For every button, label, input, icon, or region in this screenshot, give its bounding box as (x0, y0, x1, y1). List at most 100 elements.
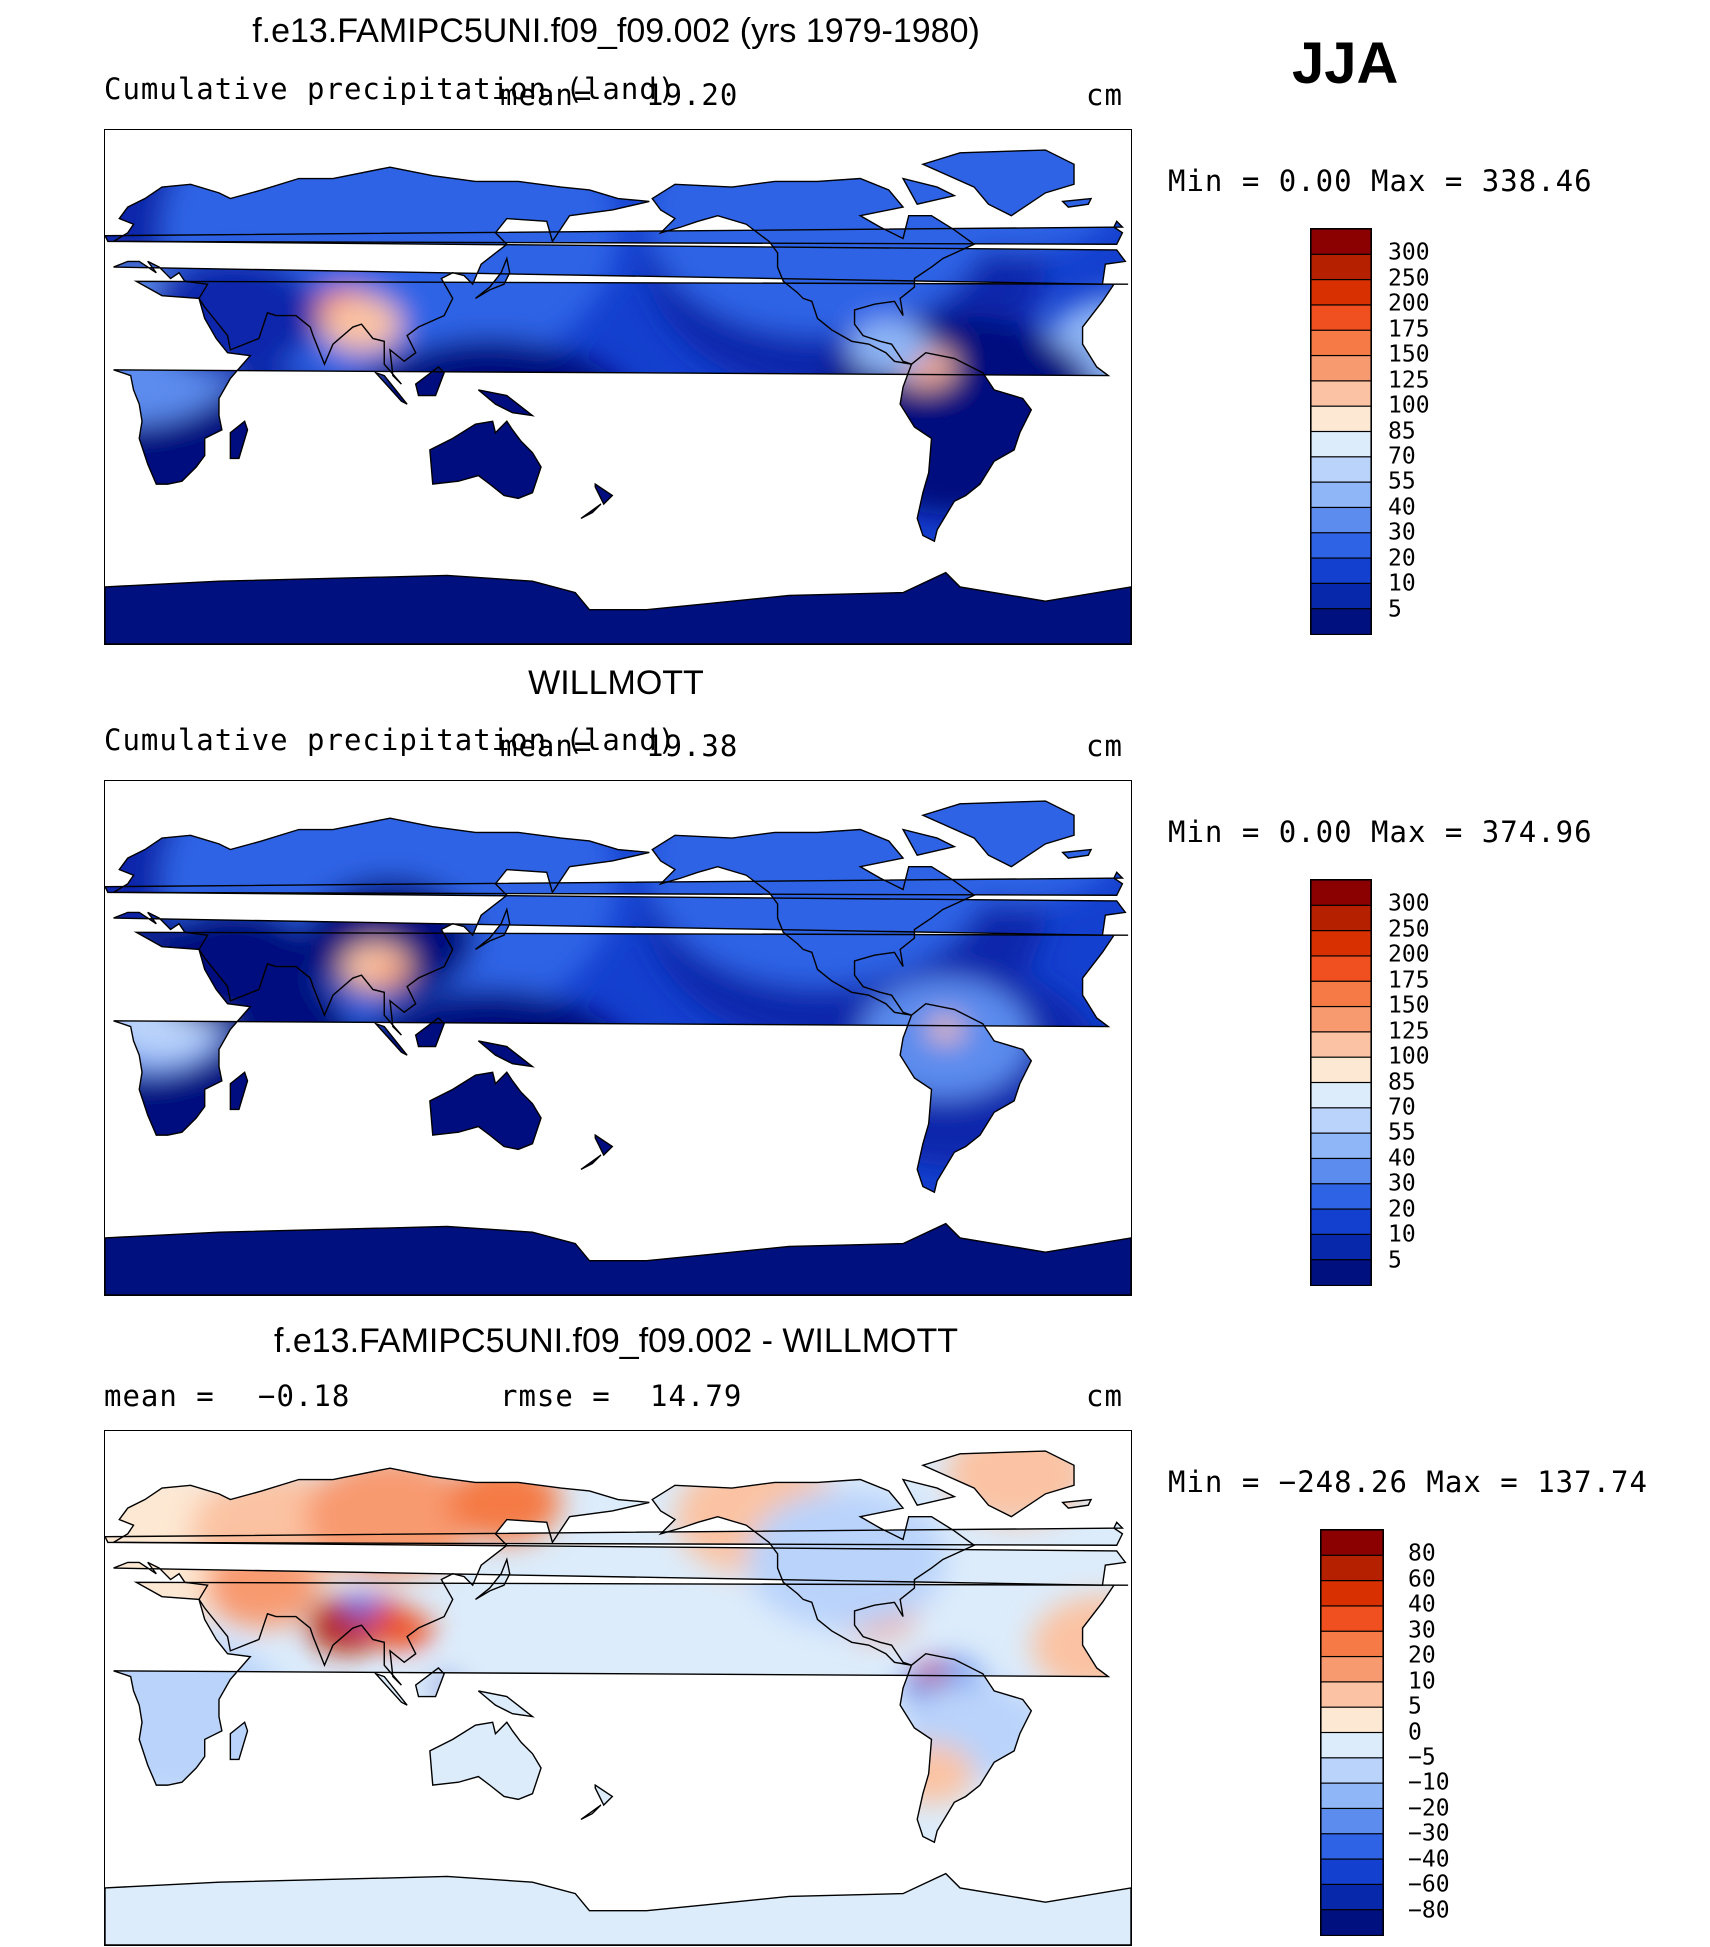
colorbar-swatch (1311, 1005, 1371, 1033)
coastline-newguinea (477, 389, 535, 417)
coastline-madagascar (229, 420, 249, 460)
colorbar-swatch (1321, 1706, 1383, 1734)
colorbar-tick-label: −80 (1408, 1897, 1450, 1924)
coastline-iceland (1061, 1498, 1093, 1509)
panel-left-label-model: Cumulative precipitation (land) (104, 72, 677, 106)
minmax-diff: Min = −248.26 Max = 137.74 (1168, 1465, 1648, 1499)
coastline-nz (594, 1783, 614, 1807)
colorbar-tick-label: 10 (1388, 1221, 1416, 1248)
coastline-baffin (901, 1478, 957, 1507)
coastline-africa (113, 1581, 1129, 1786)
colorbar-tick-label: 40 (1388, 1145, 1416, 1172)
coastline-borneo (414, 366, 445, 397)
panel-units-diff: cm (1086, 1379, 1123, 1413)
colorbar-swatch (1321, 1605, 1383, 1633)
colorbar-tick-label: 175 (1388, 316, 1430, 343)
coastline-newguinea (477, 1040, 535, 1068)
map-panel-diff (104, 1430, 1132, 1946)
coastline-nz2 (580, 503, 602, 520)
panel-mean-value-obs: 19.38 (646, 729, 739, 763)
colorbar-tick-label: 60 (1408, 1566, 1436, 1593)
colorbar-tick-label: 30 (1388, 519, 1416, 546)
map-svg-diff (105, 1450, 1131, 1945)
land-field (105, 801, 1129, 1193)
coastline-japan (475, 256, 511, 300)
colorbar-tick-label: 20 (1408, 1642, 1436, 1669)
colorbar-swatch (1311, 955, 1371, 983)
colorbar-swatch (1311, 354, 1371, 382)
coastline-samerica (899, 1652, 1033, 1844)
coastline-baffin (901, 177, 957, 206)
coastline-africa (113, 280, 1129, 485)
panel-mean-value-model: 19.20 (646, 78, 739, 112)
panel-mean-label-obs: mean= (500, 729, 593, 763)
colorbar-swatch (1311, 253, 1371, 281)
colorbar-swatch (1321, 1858, 1383, 1886)
colorbar-swatch (1321, 1630, 1383, 1658)
colorbar-ticks-model: 300 250 200 175 150 125 100 85 70 55 40 30 20 10 5 (1388, 228, 1468, 635)
panel-mean-value-diff: −0.18 (258, 1379, 351, 1413)
coastline-iceland (1061, 197, 1093, 208)
colorbar-obs (1310, 879, 1372, 1286)
coastline-africa (113, 931, 1129, 1136)
colorbar-swatch (1311, 1259, 1371, 1285)
colorbar-tick-label: 55 (1388, 1119, 1416, 1146)
panel-left-label-obs: Cumulative precipitation (land) (104, 723, 677, 757)
colorbar-tick-label: 40 (1408, 1591, 1436, 1618)
colorbar-tick-label: −60 (1408, 1871, 1450, 1898)
colorbar-swatch (1311, 430, 1371, 458)
colorbar-swatch (1311, 880, 1371, 907)
colorbar-tick-label: 5 (1388, 596, 1402, 623)
colorbar-tick-label: 30 (1388, 1170, 1416, 1197)
colorbar-tick-label: 200 (1388, 290, 1430, 317)
colorbar-swatch (1311, 1107, 1371, 1135)
coastline-australia (429, 1721, 542, 1801)
colorbar-swatch (1321, 1909, 1383, 1935)
panel-mean-label-model: mean= (500, 78, 593, 112)
coastline-uk (105, 220, 1125, 245)
minmax-model: Min = 0.00 Max = 338.46 (1168, 164, 1593, 198)
coastline-japan (475, 907, 511, 951)
colorbar-ticks-diff: 80 60 40 30 20 10 5 0 −5 −10 −20 −30 −40 −60 −80 (1408, 1529, 1488, 1936)
colorbar-tick-label: 55 (1388, 468, 1416, 495)
colorbar-tick-label: 0 (1408, 1719, 1422, 1745)
colorbar-tick-label: 100 (1388, 392, 1430, 419)
colorbar-tick-label: 10 (1388, 570, 1416, 597)
colorbar-swatch (1311, 329, 1371, 357)
colorbar-swatch (1321, 1782, 1383, 1810)
coastline-namerica (651, 1478, 976, 1666)
land-field (105, 150, 1129, 542)
coastline-madagascar (229, 1071, 249, 1111)
colorbar-tick-label: 125 (1388, 1018, 1430, 1045)
land-field (105, 1451, 1129, 1843)
colorbar-swatch (1321, 1554, 1383, 1582)
colorbar-tick-label: 70 (1388, 443, 1416, 470)
colorbar-svg-model (1311, 229, 1371, 634)
coastline-borneo (414, 1017, 445, 1048)
coastline-eurasia (111, 1467, 1127, 1686)
colorbar-swatch (1321, 1530, 1383, 1557)
colorbar-tick-label: 20 (1388, 1196, 1416, 1223)
coastline-uk (105, 871, 1125, 896)
antarctica-field (105, 1873, 1131, 1945)
colorbar-swatch (1311, 380, 1371, 408)
coastline-sumatra (373, 371, 408, 405)
coastline-iceland (1061, 848, 1093, 859)
colorbar-swatch (1311, 1208, 1371, 1236)
colorbar-tick-label: −5 (1408, 1744, 1436, 1771)
coastline-eurasia (111, 166, 1127, 385)
colorbar-tick-label: 250 (1388, 265, 1430, 292)
colorbar-tick-label: 300 (1388, 890, 1430, 917)
antarctica-field (105, 1223, 1131, 1295)
colorbar-tick-label: 100 (1388, 1043, 1430, 1070)
minmax-obs: Min = 0.00 Max = 374.96 (1168, 815, 1593, 849)
colorbar-swatch (1311, 1157, 1371, 1185)
coastline-japan (475, 1557, 511, 1601)
colorbar-tick-label: 150 (1388, 341, 1430, 368)
colorbar-swatch (1311, 582, 1371, 610)
panel-title-model: f.e13.FAMIPC5UNI.f09_f09.002 (yrs 1979-1… (252, 12, 980, 50)
coastline-antarctica (105, 1222, 1131, 1295)
coastline-sumatra (373, 1672, 408, 1706)
panel-title-diff: f.e13.FAMIPC5UNI.f09_f09.002 - WILLMOTT (273, 1322, 959, 1360)
colorbar-swatch (1321, 1731, 1383, 1759)
